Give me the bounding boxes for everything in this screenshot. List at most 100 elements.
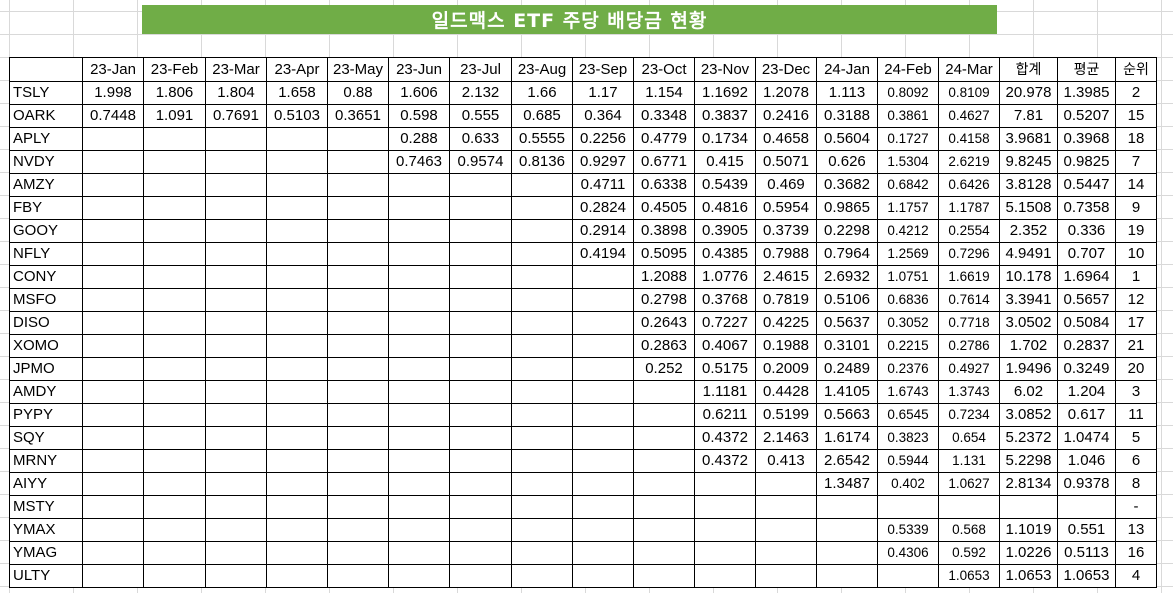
- value-cell[interactable]: [82, 426, 144, 450]
- value-cell[interactable]: 1.0776: [694, 265, 756, 289]
- column-header[interactable]: 24-Jan: [816, 57, 878, 82]
- value-cell[interactable]: [938, 495, 1000, 519]
- value-cell[interactable]: 1.658: [266, 81, 328, 105]
- value-cell[interactable]: [327, 495, 389, 519]
- ticker-cell[interactable]: YMAX: [9, 518, 83, 542]
- value-cell[interactable]: 3.0502: [999, 311, 1058, 335]
- value-cell[interactable]: 9: [1115, 196, 1157, 220]
- value-cell[interactable]: 0.4194: [572, 242, 634, 266]
- value-cell[interactable]: 3: [1115, 380, 1157, 404]
- value-cell[interactable]: [877, 495, 939, 519]
- value-cell[interactable]: 0.1727: [877, 127, 939, 151]
- value-cell[interactable]: 0.5447: [1057, 173, 1116, 197]
- value-cell[interactable]: 0.1734: [694, 127, 756, 151]
- value-cell[interactable]: 0.2824: [572, 196, 634, 220]
- value-cell[interactable]: 0.4658: [755, 127, 817, 151]
- value-cell[interactable]: 12: [1115, 288, 1157, 312]
- value-cell[interactable]: 0.2786: [938, 334, 1000, 358]
- value-cell[interactable]: 0.5106: [816, 288, 878, 312]
- value-cell[interactable]: [143, 518, 206, 542]
- value-cell[interactable]: [572, 357, 634, 381]
- value-cell[interactable]: [327, 265, 389, 289]
- value-cell[interactable]: [266, 449, 328, 473]
- value-cell[interactable]: 0.707: [1057, 242, 1116, 266]
- value-cell[interactable]: [143, 196, 206, 220]
- value-cell[interactable]: 1.6174: [816, 426, 878, 450]
- value-cell[interactable]: [205, 403, 267, 427]
- value-cell[interactable]: [82, 380, 144, 404]
- value-cell[interactable]: 0.4372: [694, 449, 756, 473]
- value-cell[interactable]: 0.7718: [938, 311, 1000, 335]
- header-corner-cell[interactable]: [9, 57, 83, 82]
- value-cell[interactable]: [143, 242, 206, 266]
- value-cell[interactable]: [143, 449, 206, 473]
- value-cell[interactable]: 1.6964: [1057, 265, 1116, 289]
- value-cell[interactable]: 0.288: [388, 127, 450, 151]
- value-cell[interactable]: [327, 449, 389, 473]
- value-cell[interactable]: [388, 219, 450, 243]
- value-cell[interactable]: [816, 541, 878, 565]
- value-cell[interactable]: 0.3837: [694, 104, 756, 128]
- value-cell[interactable]: [511, 334, 573, 358]
- ticker-cell[interactable]: MRNY: [9, 449, 83, 473]
- value-cell[interactable]: [143, 426, 206, 450]
- value-cell[interactable]: [82, 495, 144, 519]
- value-cell[interactable]: 0.9865: [816, 196, 878, 220]
- value-cell[interactable]: 0.3101: [816, 334, 878, 358]
- value-cell[interactable]: [205, 265, 267, 289]
- value-cell[interactable]: [82, 150, 144, 174]
- value-cell[interactable]: [877, 564, 939, 588]
- ticker-cell[interactable]: DISO: [9, 311, 83, 335]
- value-cell[interactable]: 3.8128: [999, 173, 1058, 197]
- value-cell[interactable]: [205, 311, 267, 335]
- value-cell[interactable]: 0.3768: [694, 288, 756, 312]
- value-cell[interactable]: 0.9825: [1057, 150, 1116, 174]
- value-cell[interactable]: [449, 334, 512, 358]
- value-cell[interactable]: [633, 472, 695, 496]
- value-cell[interactable]: 3.0852: [999, 403, 1058, 427]
- value-cell[interactable]: [143, 334, 206, 358]
- value-cell[interactable]: 1.66: [511, 81, 573, 105]
- value-cell[interactable]: [511, 357, 573, 381]
- value-cell[interactable]: [327, 196, 389, 220]
- value-cell[interactable]: 1.17: [572, 81, 634, 105]
- value-cell[interactable]: [82, 541, 144, 565]
- value-cell[interactable]: 3.9681: [999, 127, 1058, 151]
- value-cell[interactable]: 0.7296: [938, 242, 1000, 266]
- value-cell[interactable]: 0.2298: [816, 219, 878, 243]
- value-cell[interactable]: 0.7227: [694, 311, 756, 335]
- value-cell[interactable]: 0.7358: [1057, 196, 1116, 220]
- value-cell[interactable]: 2.6219: [938, 150, 1000, 174]
- value-cell[interactable]: 0.2215: [877, 334, 939, 358]
- value-cell[interactable]: [449, 173, 512, 197]
- value-cell[interactable]: [511, 265, 573, 289]
- value-cell[interactable]: [572, 334, 634, 358]
- value-cell[interactable]: [205, 196, 267, 220]
- value-cell[interactable]: [327, 380, 389, 404]
- value-cell[interactable]: [449, 357, 512, 381]
- value-cell[interactable]: [266, 219, 328, 243]
- value-cell[interactable]: 0.2914: [572, 219, 634, 243]
- ticker-cell[interactable]: AMDY: [9, 380, 83, 404]
- value-cell[interactable]: [266, 334, 328, 358]
- value-cell[interactable]: 4.9491: [999, 242, 1058, 266]
- value-cell[interactable]: [143, 472, 206, 496]
- value-cell[interactable]: 0.364: [572, 104, 634, 128]
- ticker-cell[interactable]: NVDY: [9, 150, 83, 174]
- value-cell[interactable]: 0.592: [938, 541, 1000, 565]
- value-cell[interactable]: 1.9496: [999, 357, 1058, 381]
- value-cell[interactable]: 0.5944: [877, 449, 939, 473]
- value-cell[interactable]: [449, 311, 512, 335]
- ticker-cell[interactable]: FBY: [9, 196, 83, 220]
- value-cell[interactable]: [449, 541, 512, 565]
- value-cell[interactable]: 0.5339: [877, 518, 939, 542]
- value-cell[interactable]: 19: [1115, 219, 1157, 243]
- value-cell[interactable]: [388, 495, 450, 519]
- value-cell[interactable]: 1.1692: [694, 81, 756, 105]
- value-cell[interactable]: [327, 311, 389, 335]
- value-cell[interactable]: 2.8134: [999, 472, 1058, 496]
- value-cell[interactable]: 0.3249: [1057, 357, 1116, 381]
- value-cell[interactable]: 0.4428: [755, 380, 817, 404]
- column-header[interactable]: 23-Apr: [266, 57, 328, 82]
- value-cell[interactable]: 0.4212: [877, 219, 939, 243]
